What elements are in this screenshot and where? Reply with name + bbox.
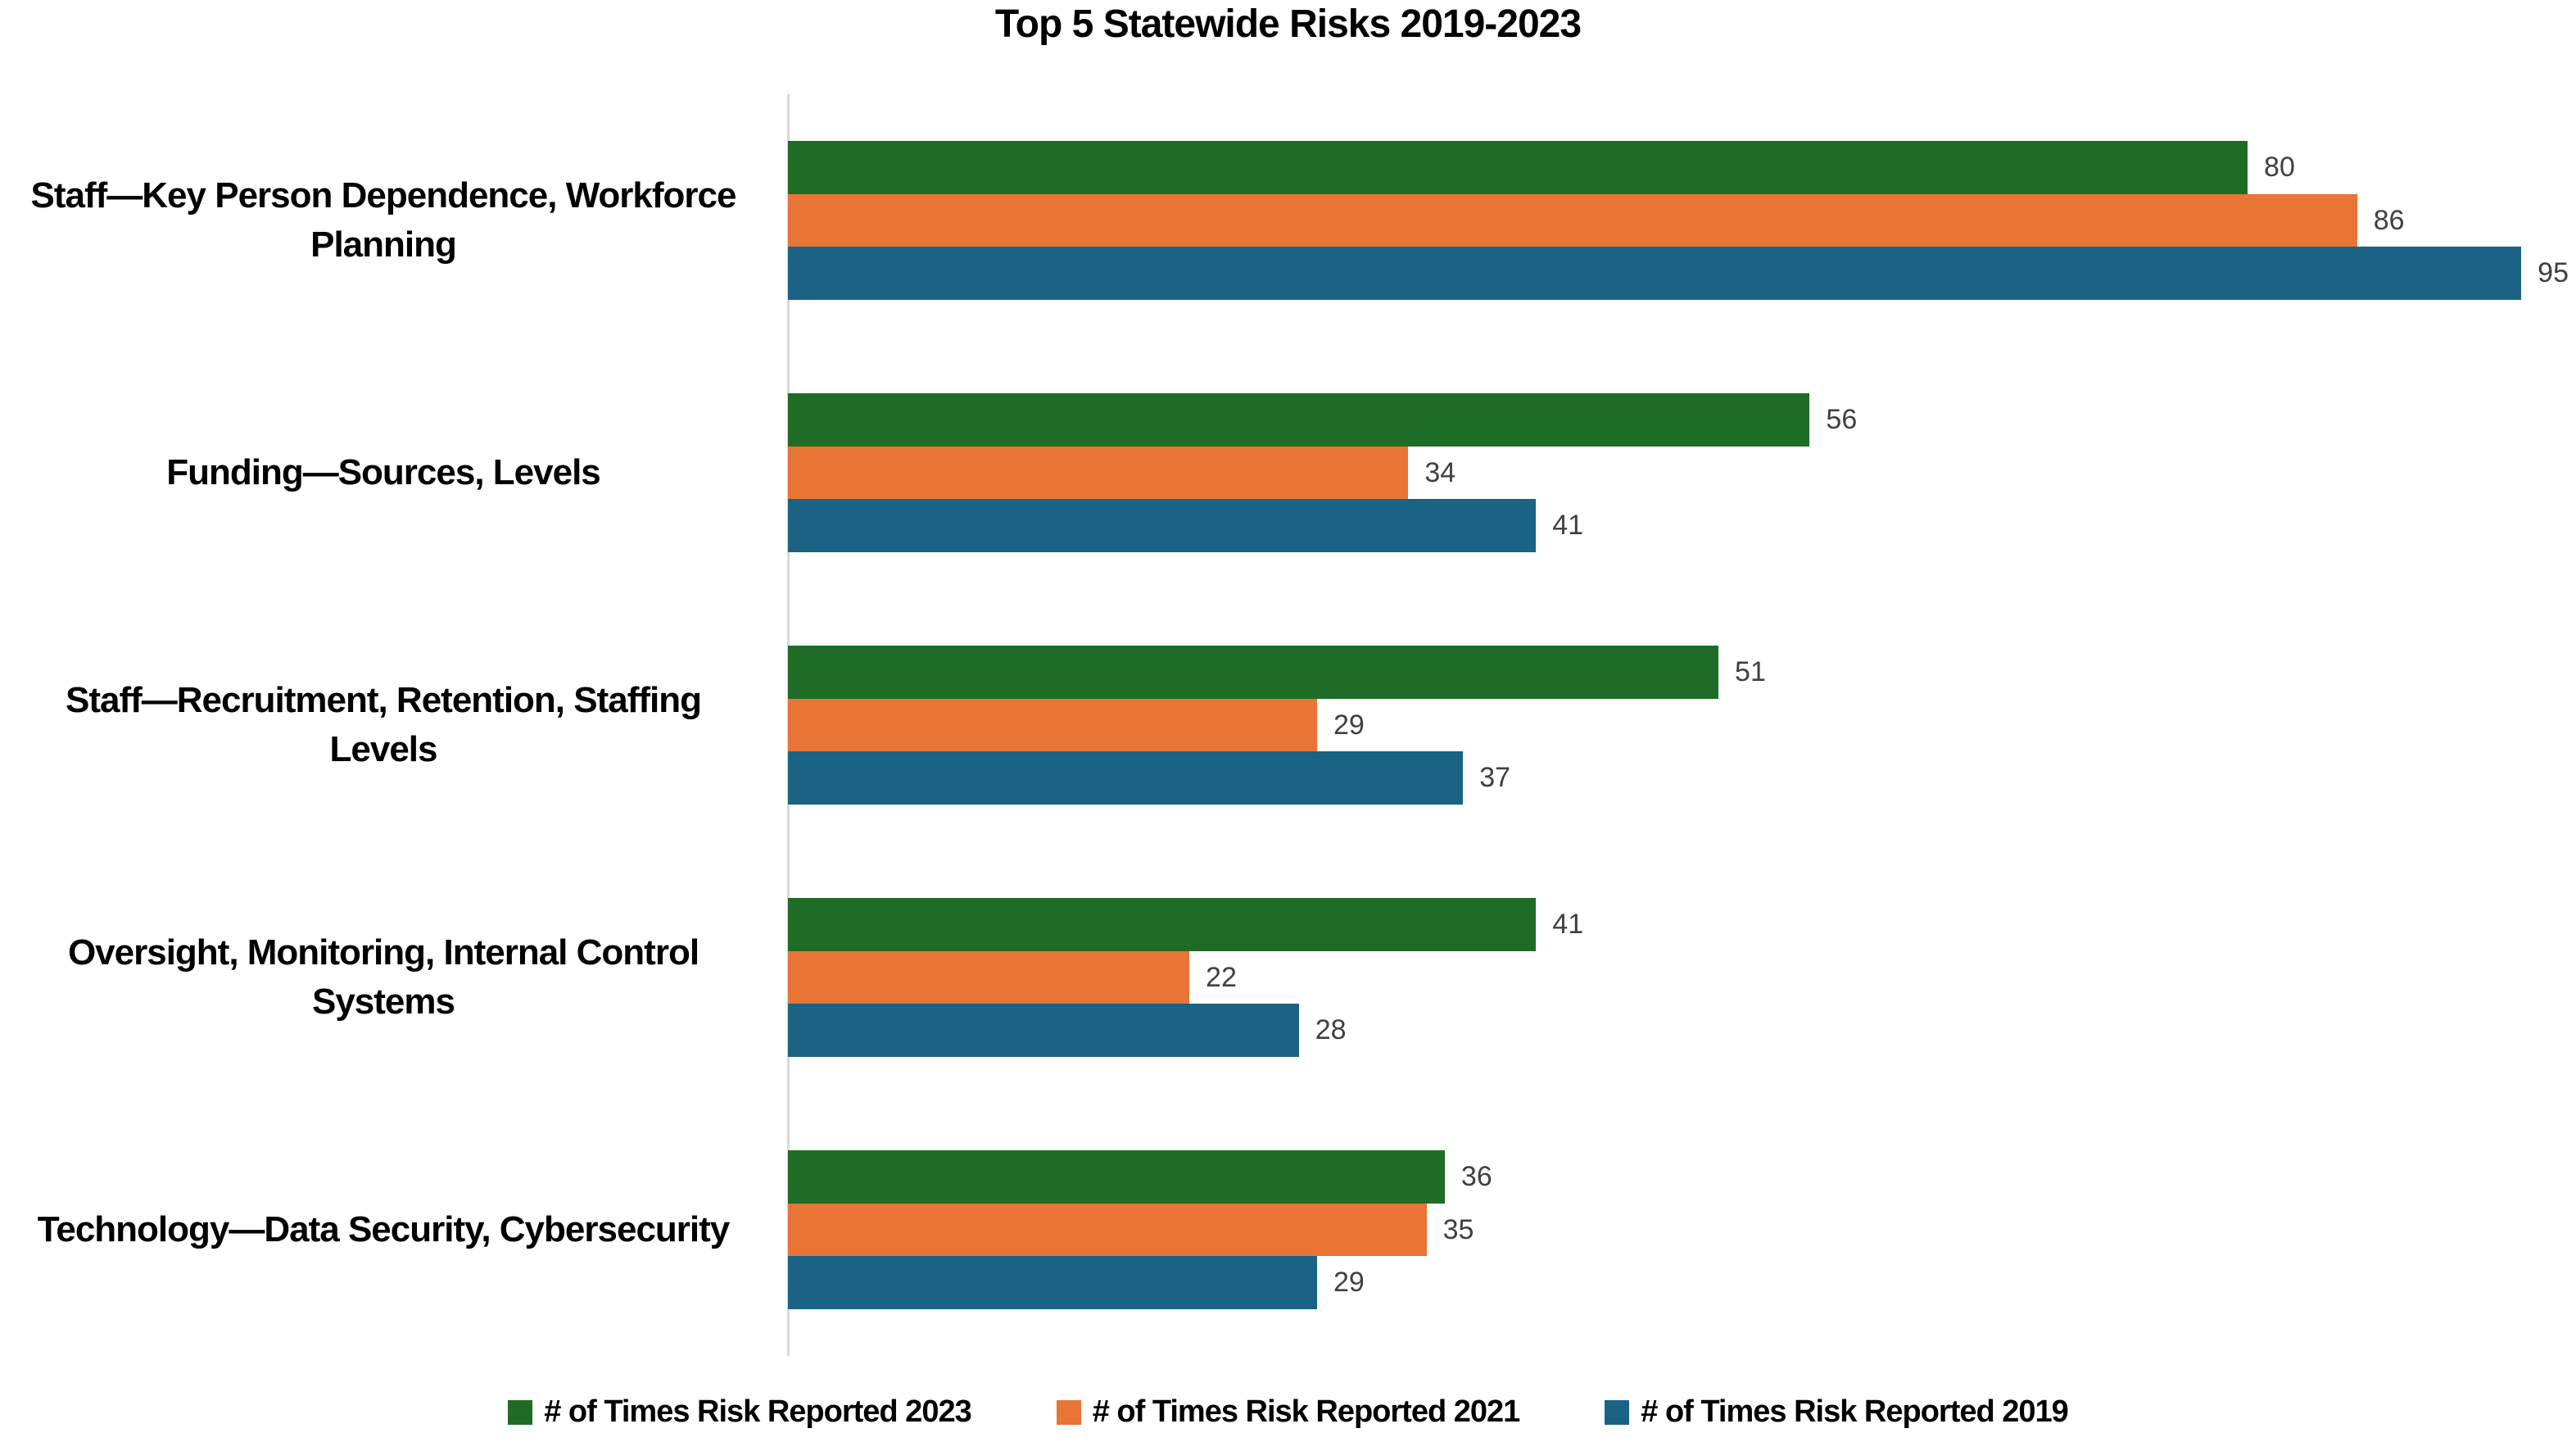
bar-series-1 [788,897,1537,951]
chart-title: Top 5 Statewide Risks 2019-2023 [994,2,1582,46]
bar-line: 29 [788,698,2576,752]
bar-line: 51 [788,645,2576,699]
legend-label: # of Times Risk Reported 2019 [1641,1394,2069,1429]
legend-item: # of Times Risk Reported 2019 [1605,1394,2069,1430]
legend-swatch-icon [1056,1399,1081,1425]
bar-value-label: 28 [1315,1014,1347,1046]
chart-row: Oversight, Monitoring, Internal Control … [0,851,2576,1104]
bar-series-2 [788,1203,1427,1257]
bar-line: 22 [788,950,2576,1004]
bar-series-2 [788,698,1317,752]
bar-line: 35 [788,1203,2576,1257]
bar-line: 28 [788,1004,2576,1058]
bar-series-3 [788,1004,1299,1058]
category-label: Staff—Recruitment, Retention, Staffing L… [65,680,702,769]
bar-value-label: 56 [1826,403,1858,435]
category-bar-group: 41 22 28 [788,851,2576,1104]
bar-series-2 [788,193,2357,247]
bar-series-3 [788,1256,1317,1310]
bar-line: 36 [788,1149,2576,1204]
bar-value-label: 22 [1206,961,1237,993]
bar-series-3 [788,751,1464,805]
category-label: Oversight, Monitoring, Internal Control … [67,932,699,1022]
bar-line: 29 [788,1256,2576,1310]
category-label: Funding—Sources, Levels [166,452,601,492]
bar-series-3 [788,499,1537,553]
bar-value-label: 41 [1552,510,1584,542]
legend-label: # of Times Risk Reported 2021 [1092,1394,1521,1429]
legend-item: # of Times Risk Reported 2021 [1056,1394,1521,1430]
bar-value-label: 86 [2373,204,2405,236]
legend-label: # of Times Risk Reported 2023 [544,1394,972,1429]
bar-line: 34 [788,446,2576,500]
category-label: Technology—Data Security, Cybersecurity [37,1209,731,1249]
bar-line: 95 [788,247,2576,301]
bar-series-1 [788,392,1810,447]
bar-value-label: 41 [1552,908,1584,940]
bar-value-label: 29 [1333,1267,1365,1299]
bar-series-1 [788,1149,1445,1204]
bar-line: 80 [788,140,2576,194]
bar-value-label: 51 [1735,655,1766,687]
chart-row: Funding—Sources, Levels 56 34 41 [0,347,2576,599]
legend: # of Times Risk Reported 2023 # of Times … [0,1394,2576,1430]
bar-value-label: 37 [1479,762,1511,794]
bar-series-2 [788,950,1190,1004]
chart-row: Technology—Data Security, Cybersecurity 3… [0,1104,2576,1356]
bar-series-2 [788,446,1409,500]
chart-row: Staff—Key Person Dependence, Workforce P… [0,94,2576,347]
category-bar-group: 56 34 41 [788,347,2576,599]
bar-line: 41 [788,499,2576,553]
plot-area: Staff—Key Person Dependence, Workforce P… [0,94,2576,1356]
bar-series-1 [788,140,2248,194]
bar-line: 41 [788,897,2576,951]
legend-swatch-icon [1605,1399,1630,1425]
legend-swatch-icon [508,1399,533,1425]
category-bar-group: 51 29 37 [788,599,2576,851]
category-bar-group: 80 86 95 [788,94,2576,347]
bar-value-label: 80 [2264,151,2295,183]
category-label: Staff—Key Person Dependence, Workforce P… [30,175,737,265]
bar-value-label: 34 [1424,456,1456,488]
bar-value-label: 95 [2538,257,2569,289]
bar-line: 37 [788,751,2576,805]
chart-row: Staff—Recruitment, Retention, Staffing L… [0,599,2576,851]
bar-line: 86 [788,193,2576,247]
bar-value-label: 35 [1442,1213,1474,1245]
bar-line: 56 [788,392,2576,447]
category-bar-group: 36 35 29 [788,1104,2576,1356]
bar-series-1 [788,645,1719,699]
bar-value-label: 36 [1460,1160,1492,1192]
legend-item: # of Times Risk Reported 2023 [508,1394,972,1430]
bar-series-3 [788,247,2522,301]
bar-value-label: 29 [1333,709,1365,741]
